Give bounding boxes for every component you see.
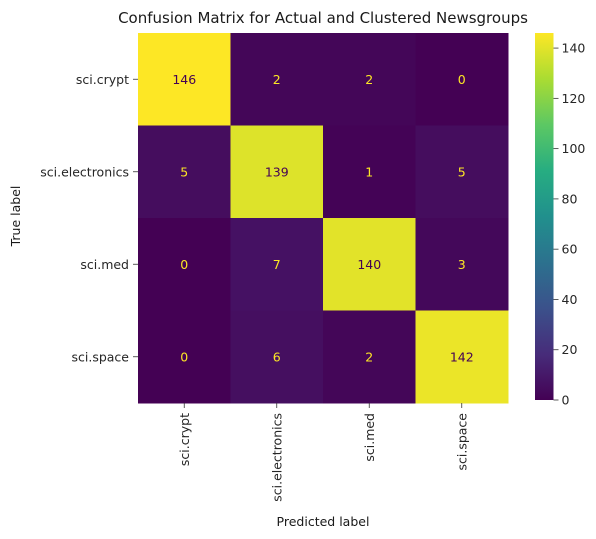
y-tick-label: sci.electronics [40,164,129,179]
heatmap-cell [230,218,324,311]
colorbar-tick-label: 140 [562,41,586,56]
cell-value-label: 7 [273,257,281,272]
cell-value-label: 142 [450,349,474,364]
cell-value-label: 146 [172,72,196,87]
y-tick-label: sci.crypt [76,72,129,87]
chart-title: Confusion Matrix for Actual and Clustere… [118,9,528,27]
heatmap-cell [415,218,509,311]
y-tick-labels: sci.crypt sci.electronics sci.med sci.space [40,72,138,364]
cell-value-label: 6 [273,349,281,364]
heatmap-cell [230,125,324,219]
heatmap-cell [415,125,509,219]
heatmap-cell [415,310,509,404]
heatmap-cells [138,33,509,404]
heatmap-cell [415,33,509,126]
heatmap-cell [230,33,324,126]
cell-value-label: 140 [357,257,381,272]
cell-value-label: 0 [180,349,188,364]
x-tick-label: sci.space [454,413,469,471]
heatmap-cell [138,33,231,126]
colorbar-ticks: 0 20 40 60 80 100 120 140 [553,41,586,408]
heatmap-cell [138,125,231,219]
heatmap-cell [323,218,416,311]
colorbar-tick-label: 120 [562,91,586,106]
cell-value-label: 0 [180,257,188,272]
heatmap-cell [230,310,324,404]
colorbar: 0 20 40 60 80 100 120 140 [535,33,585,408]
cell-value-label: 3 [458,257,466,272]
cell-value-label: 2 [365,72,373,87]
x-tick-label: sci.electronics [269,413,284,502]
cell-value-label: 2 [273,72,281,87]
cell-value-label: 5 [458,164,466,179]
heatmap-cell [323,310,416,404]
x-tick-labels: sci.crypt sci.electronics sci.med sci.space [177,403,469,502]
heatmap-cell [138,218,231,311]
cell-value-label: 2 [365,349,373,364]
y-axis-label: True label [8,186,23,248]
colorbar-gradient [535,33,554,400]
cell-value-label: 0 [458,72,466,87]
heatmap-cell [323,125,416,219]
colorbar-tick-label: 100 [562,141,586,156]
heatmap-cell-labels: 146 2 2 0 5 139 1 5 0 7 140 3 0 6 2 142 [172,72,473,365]
colorbar-tick-label: 40 [562,292,578,307]
x-axis-label: Predicted label [277,514,370,529]
cell-value-label: 139 [265,164,289,179]
y-tick-label: sci.space [71,349,129,364]
colorbar-tick-label: 80 [562,191,578,206]
colorbar-tick-label: 60 [562,242,578,257]
heatmap-cell [323,33,416,126]
heatmap-cell [138,310,231,404]
cell-value-label: 1 [365,164,373,179]
colorbar-tick-label: 20 [562,342,578,357]
x-tick-label: sci.med [362,413,377,462]
cell-value-label: 5 [180,164,188,179]
colorbar-tick-label: 0 [562,393,570,408]
x-tick-label: sci.crypt [177,413,192,466]
y-tick-label: sci.med [80,257,129,272]
